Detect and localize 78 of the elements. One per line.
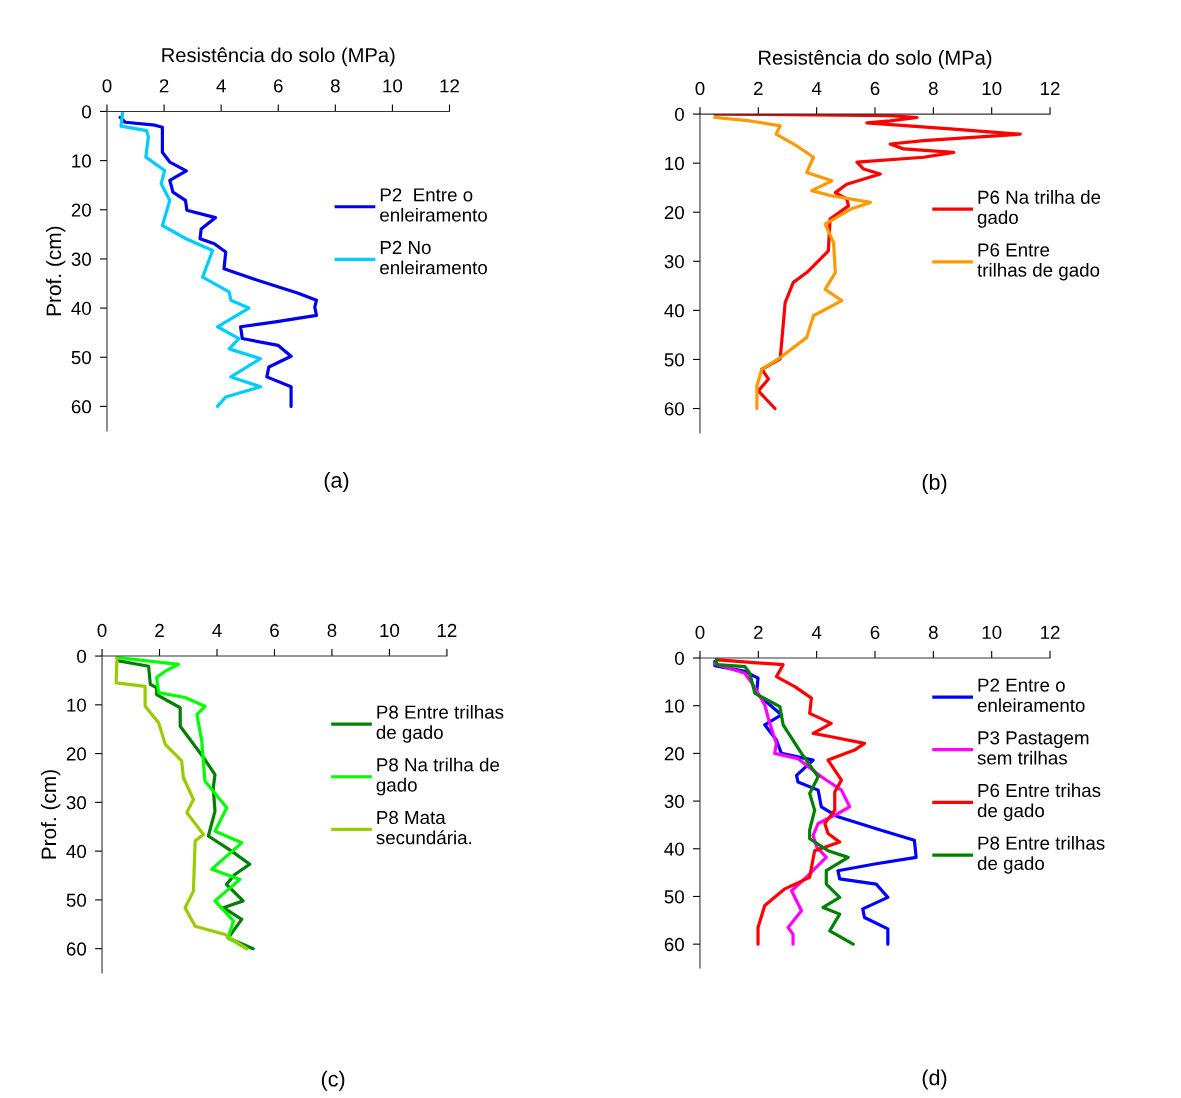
legend-label: P2 Entre o enleiramento [977,678,1085,712]
y-tick-label: 0 [82,105,91,119]
y-tick-label: 10 [665,156,684,171]
line-series [713,115,872,411]
legend-label: P8 Entre trilhas de gado [376,705,504,743]
y-tick-label: 40 [66,844,87,859]
legend-label: P6 Entre trilhas de gado [977,243,1100,281]
y-tick-label: 60 [71,400,91,414]
legend-label: P8 Entre trilhas de gado [977,835,1105,874]
y-tick-label: 40 [664,842,684,856]
x-tick-label: 8 [327,623,337,638]
x-tick-label: 2 [155,623,164,637]
y-tick-label: 10 [72,154,91,168]
x-tick-label: 8 [928,625,938,640]
legend-label: P6 Entre trihas de gado [977,783,1101,821]
y-axis-title: Prof. (cm) [40,770,61,859]
y-tick-label: 20 [66,747,87,761]
x-tick-label: 12 [437,623,457,637]
y-tick-label: 50 [664,353,684,367]
y-tick-label: 0 [77,649,87,664]
y-tick-label: 50 [664,890,684,904]
legend-label: P2 Entre o enleiramento [380,188,487,222]
x-tick-label: 0 [102,79,112,93]
legend-label: P6 Na trilha de gado [977,190,1101,228]
y-axis-title: Prof. (cm) [45,226,66,316]
y-tick-label: 50 [66,893,87,907]
x-tick-label: 8 [330,79,340,93]
legend-label: P3 Pastagem sem trilhas [977,731,1089,765]
y-tick-label: 40 [664,304,684,318]
y-tick-label: 50 [71,350,91,365]
y-tick-label: 30 [664,255,684,269]
y-tick-label: 20 [664,747,684,761]
y-tick-label: 20 [664,205,684,220]
y-tick-label: 0 [675,651,684,666]
y-tick-label: 30 [66,796,87,810]
x-tick-label: 10 [380,623,400,638]
x-tick-label: 12 [1041,81,1060,95]
x-tick-label: 4 [212,623,222,637]
x-tick-label: 4 [811,82,822,95]
x-tick-label: 2 [159,79,169,93]
text: (d) [922,1069,947,1090]
x-tick-label: 6 [273,79,283,93]
line-series [119,111,263,408]
x-tick-label: 0 [695,81,705,96]
x-tick-label: 6 [870,625,880,640]
y-tick-label: 0 [675,107,684,122]
y-tick-label: 20 [71,203,91,217]
y-tick-label: 60 [66,942,87,956]
x-tick-label: 2 [754,625,763,639]
x-axis-title: Resistência do solo (MPa) [759,50,992,69]
y-tick-label: 10 [665,699,684,713]
x-tick-label: 4 [811,625,822,639]
x-tick-label: 8 [928,81,938,96]
legend-label: P8 Na trilha de gado [376,757,500,796]
y-tick-label: 60 [664,937,684,952]
text: (c) [321,1070,345,1091]
text: (a) [324,472,349,493]
x-tick-label: 4 [216,79,226,93]
text: (b) [922,474,947,495]
x-tick-label: 12 [440,79,459,93]
x-tick-label: 0 [695,625,705,640]
y-tick-label: 30 [664,794,684,809]
x-tick-label: 0 [97,623,107,638]
x-tick-label: 10 [383,79,403,93]
y-tick-label: 40 [71,301,91,316]
legend-label: P8 Mata secundária. [376,810,472,845]
y-tick-label: 60 [664,402,684,416]
x-tick-label: 10 [982,625,1002,640]
line-series [118,115,319,408]
y-tick-label: 30 [71,252,91,266]
x-tick-label: 6 [270,623,279,638]
legend-label: P2 No enleiramento [380,240,487,275]
y-tick-label: 10 [67,698,87,712]
x-axis-title: Resistência do solo (MPa) [162,47,395,67]
x-tick-label: 12 [1041,625,1060,639]
x-tick-label: 6 [870,81,880,96]
x-tick-label: 10 [982,81,1002,96]
x-tick-label: 2 [754,81,763,95]
